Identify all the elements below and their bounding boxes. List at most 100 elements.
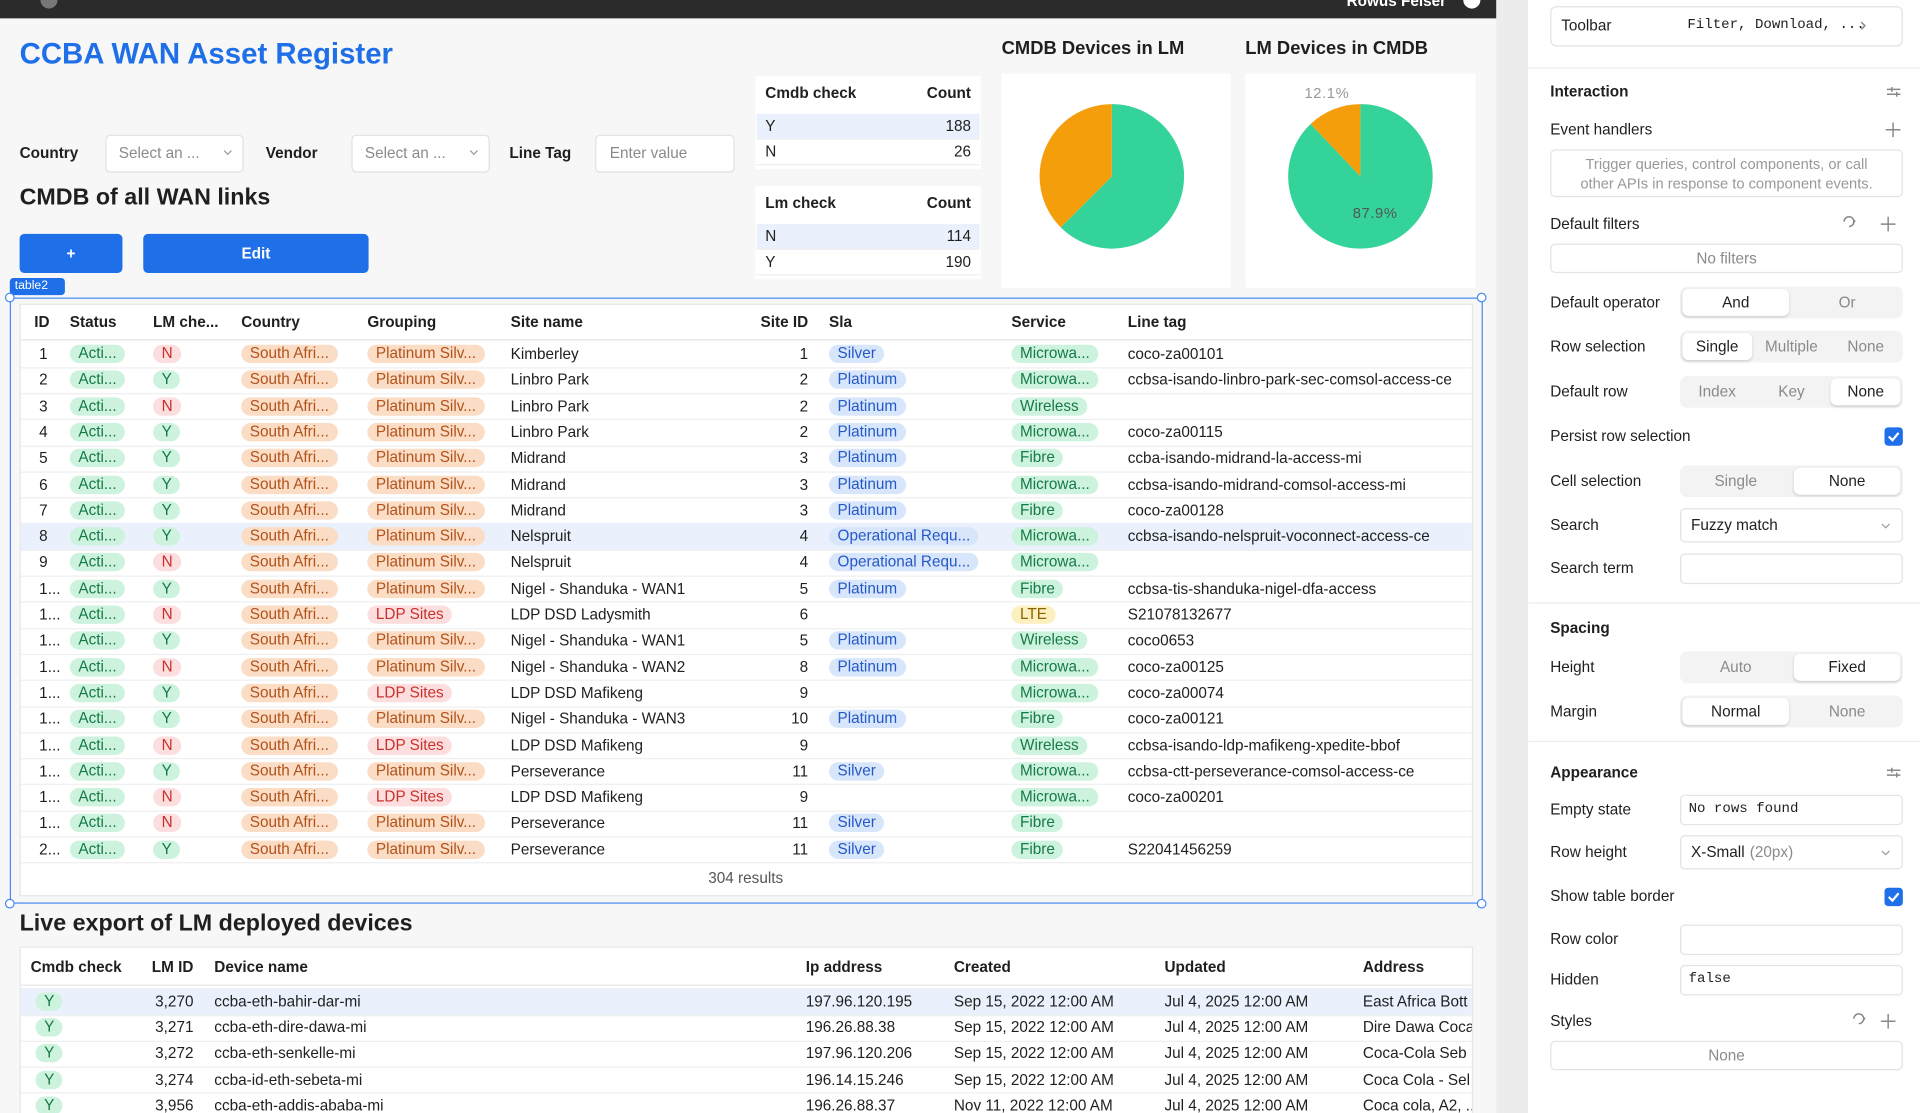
- segment-label[interactable]: Index: [1698, 382, 1735, 402]
- input[interactable]: [1680, 553, 1903, 584]
- pill: N: [153, 814, 181, 832]
- table-cell: Nigel - Shanduka - WAN1: [511, 631, 686, 651]
- pill: Y: [36, 992, 63, 1010]
- segment-label[interactable]: Multiple: [1765, 337, 1818, 357]
- user-name[interactable]: Rowus Felser: [1347, 0, 1447, 11]
- table-cell: 2: [800, 370, 809, 390]
- select-value: Fuzzy match: [1691, 516, 1778, 536]
- table-cell: Y: [765, 116, 775, 136]
- segment-label[interactable]: None: [1829, 702, 1866, 722]
- field-label: Search term: [1550, 558, 1633, 578]
- pill: LDP Sites: [367, 736, 452, 754]
- table-cell: 3: [800, 501, 809, 521]
- resize-handle[interactable]: [1477, 899, 1487, 909]
- table-cell: Midrand: [511, 501, 566, 521]
- pill: Platinum Silv...: [367, 475, 484, 493]
- segment-label[interactable]: Normal: [1711, 702, 1760, 722]
- pill: Fibre: [1011, 579, 1063, 597]
- separator: [1528, 741, 1920, 742]
- segment-label[interactable]: And: [1722, 293, 1749, 313]
- table-cell: Perseverance: [511, 761, 605, 781]
- segment-label[interactable]: None: [1829, 471, 1866, 491]
- table-cell: 188: [945, 116, 971, 136]
- pill: Platinum Silv...: [367, 762, 484, 780]
- field-label: Event handlers: [1550, 120, 1652, 140]
- field-label: Appearance: [1550, 763, 1638, 783]
- table-cell: 9: [800, 735, 809, 755]
- table-cell: LDP DSD Mafikeng: [511, 735, 643, 755]
- placeholder: Enter value: [610, 143, 687, 163]
- table-cell: 1...: [39, 814, 60, 834]
- pill: Wireless: [1011, 632, 1087, 650]
- pill: Y: [153, 684, 180, 702]
- segment-label[interactable]: Fixed: [1828, 658, 1865, 678]
- table-cell: 10: [791, 709, 808, 729]
- pill: Acti...: [70, 501, 125, 519]
- table-cell: Coca cola, A2, ...: [1363, 1096, 1479, 1113]
- select-hint: (20px): [1750, 842, 1793, 862]
- table-cell: Nigel - Shanduka - WAN1: [511, 579, 686, 599]
- table-cell: ccba-id-eth-sebeta-mi: [214, 1070, 362, 1090]
- header-cell: Ip address: [806, 958, 883, 978]
- chart-card: [1002, 73, 1231, 287]
- segment-label[interactable]: None: [1847, 337, 1884, 357]
- pill: South Afri...: [241, 710, 337, 728]
- header-cell: Lm check: [765, 193, 836, 213]
- pill: LTE: [1011, 606, 1055, 624]
- checkbox[interactable]: [1884, 888, 1902, 906]
- table-cell: N: [765, 142, 776, 162]
- pill: Platinum Silv...: [367, 579, 484, 597]
- pill: N: [153, 658, 181, 676]
- table-cell: Jul 4, 2025 12:00 AM: [1164, 1070, 1308, 1090]
- segment-label[interactable]: Single: [1714, 471, 1757, 491]
- pill: LDP Sites: [367, 684, 452, 702]
- row-line: [21, 497, 1472, 498]
- table-cell: Sep 15, 2022 12:00 AM: [954, 1018, 1114, 1038]
- table-cell: coco-za00115: [1128, 422, 1223, 442]
- row-line: [21, 654, 1472, 655]
- table-cell: ccba-eth-addis-ababa-mi: [214, 1096, 383, 1113]
- header-cell: Address: [1363, 958, 1424, 978]
- pill: South Afri...: [241, 762, 337, 780]
- row-line: [21, 758, 1472, 759]
- pill: N: [153, 553, 181, 571]
- resize-handle[interactable]: [1477, 293, 1487, 303]
- pill: Y: [153, 632, 180, 650]
- pill: Y: [153, 710, 180, 728]
- row-line: [21, 810, 1472, 811]
- pill: South Afri...: [241, 579, 337, 597]
- table-cell: Nelspruit: [511, 553, 571, 573]
- segment-label[interactable]: Single: [1696, 337, 1739, 357]
- pill: Acti...: [70, 632, 125, 650]
- pill: South Afri...: [241, 606, 337, 624]
- table-cell: 1...: [39, 735, 60, 755]
- select-value: X-Small: [1691, 842, 1745, 862]
- check-mark: [1884, 427, 1902, 445]
- top-bar: [0, 0, 1496, 18]
- resize-handle[interactable]: [5, 899, 15, 909]
- field-label: Search: [1550, 516, 1599, 536]
- input[interactable]: [1680, 924, 1903, 955]
- table-cell: 3,274: [155, 1070, 193, 1090]
- pill: Silver: [829, 814, 884, 832]
- table-cell: 197.96.120.195: [806, 992, 912, 1012]
- table-cell: 1...: [39, 761, 60, 781]
- pie-label: 87.9%: [1353, 203, 1398, 223]
- table-cell: Midrand: [511, 448, 566, 468]
- segment-label[interactable]: Or: [1839, 293, 1856, 313]
- row-line: [757, 274, 980, 275]
- segment-label[interactable]: None: [1847, 382, 1884, 402]
- field-label: Persist row selection: [1550, 426, 1690, 446]
- table-cell: Jul 4, 2025 12:00 AM: [1164, 1044, 1308, 1064]
- table-cell: 11: [792, 840, 808, 860]
- table-cell: 2...: [39, 840, 60, 860]
- segment-label[interactable]: Auto: [1720, 658, 1751, 678]
- row-line: [21, 576, 1472, 577]
- checkbox[interactable]: [1884, 427, 1902, 445]
- textarea[interactable]: Trigger queries, control components, or …: [1550, 149, 1903, 197]
- table-cell: ccbsa-isando-ldp-mafikeng-xpedite-bbof: [1128, 735, 1400, 755]
- table-cell: 196.14.15.246: [806, 1070, 904, 1090]
- resize-handle[interactable]: [5, 293, 15, 303]
- segment-label[interactable]: Key: [1778, 382, 1804, 402]
